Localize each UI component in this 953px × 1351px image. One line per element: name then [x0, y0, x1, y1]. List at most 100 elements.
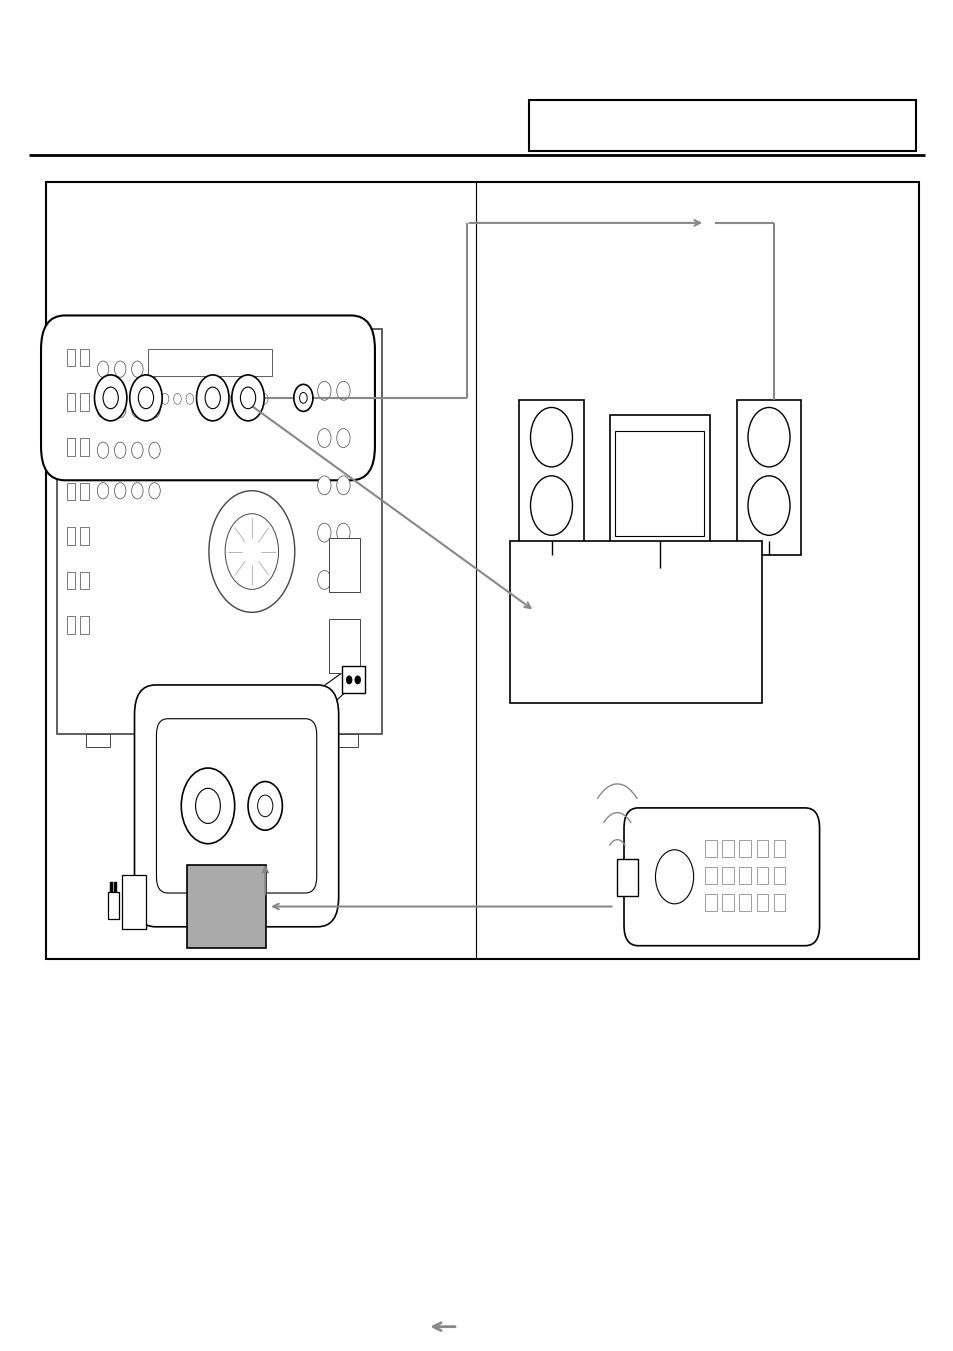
FancyBboxPatch shape — [67, 349, 75, 366]
FancyBboxPatch shape — [122, 875, 146, 929]
Circle shape — [317, 476, 331, 494]
Circle shape — [132, 442, 143, 458]
FancyBboxPatch shape — [518, 400, 583, 555]
FancyBboxPatch shape — [329, 538, 359, 592]
Circle shape — [149, 401, 160, 417]
FancyBboxPatch shape — [721, 840, 733, 858]
Circle shape — [530, 408, 572, 467]
Circle shape — [114, 401, 126, 417]
FancyBboxPatch shape — [67, 571, 75, 589]
FancyBboxPatch shape — [46, 182, 918, 959]
Circle shape — [114, 361, 126, 377]
Circle shape — [205, 388, 220, 408]
Circle shape — [355, 676, 360, 684]
Circle shape — [94, 376, 127, 422]
Circle shape — [747, 476, 789, 535]
FancyBboxPatch shape — [341, 666, 365, 693]
Circle shape — [97, 401, 109, 417]
FancyBboxPatch shape — [80, 571, 89, 589]
FancyBboxPatch shape — [134, 685, 338, 927]
Circle shape — [747, 408, 789, 467]
Circle shape — [149, 393, 156, 404]
Circle shape — [248, 781, 282, 830]
FancyBboxPatch shape — [721, 867, 733, 885]
Circle shape — [114, 442, 126, 458]
FancyBboxPatch shape — [156, 719, 316, 893]
Circle shape — [317, 570, 331, 589]
Circle shape — [240, 388, 255, 408]
FancyBboxPatch shape — [736, 400, 801, 555]
FancyBboxPatch shape — [617, 859, 638, 896]
Circle shape — [232, 376, 264, 422]
Circle shape — [248, 393, 255, 404]
FancyBboxPatch shape — [41, 316, 375, 481]
Circle shape — [97, 361, 109, 377]
FancyBboxPatch shape — [756, 840, 767, 858]
Circle shape — [103, 388, 118, 408]
FancyBboxPatch shape — [80, 616, 89, 634]
Circle shape — [317, 428, 331, 447]
Circle shape — [655, 850, 693, 904]
FancyBboxPatch shape — [615, 431, 703, 535]
Circle shape — [114, 482, 126, 499]
FancyBboxPatch shape — [529, 100, 915, 151]
FancyBboxPatch shape — [704, 867, 716, 885]
Circle shape — [173, 393, 181, 404]
Circle shape — [336, 428, 350, 447]
Circle shape — [317, 381, 331, 400]
Circle shape — [317, 523, 331, 542]
FancyBboxPatch shape — [67, 393, 75, 411]
FancyBboxPatch shape — [57, 328, 381, 734]
Circle shape — [225, 513, 278, 589]
FancyBboxPatch shape — [721, 894, 733, 912]
Circle shape — [294, 385, 313, 411]
FancyBboxPatch shape — [67, 527, 75, 544]
Circle shape — [346, 676, 352, 684]
FancyBboxPatch shape — [773, 867, 784, 885]
FancyBboxPatch shape — [187, 865, 266, 948]
Circle shape — [186, 393, 193, 404]
FancyBboxPatch shape — [623, 808, 819, 946]
FancyBboxPatch shape — [80, 393, 89, 411]
FancyBboxPatch shape — [329, 619, 359, 673]
FancyBboxPatch shape — [623, 543, 695, 567]
FancyBboxPatch shape — [509, 540, 761, 703]
Circle shape — [138, 388, 153, 408]
Circle shape — [132, 482, 143, 499]
FancyBboxPatch shape — [609, 415, 709, 543]
Circle shape — [132, 361, 143, 377]
FancyBboxPatch shape — [148, 349, 272, 376]
Circle shape — [181, 769, 234, 843]
Circle shape — [260, 393, 268, 404]
Circle shape — [161, 393, 169, 404]
Circle shape — [198, 393, 206, 404]
FancyBboxPatch shape — [704, 894, 716, 912]
Circle shape — [132, 401, 143, 417]
FancyBboxPatch shape — [67, 482, 75, 500]
Circle shape — [149, 442, 160, 458]
FancyBboxPatch shape — [80, 438, 89, 455]
FancyBboxPatch shape — [773, 840, 784, 858]
FancyBboxPatch shape — [67, 438, 75, 455]
Circle shape — [130, 376, 162, 422]
FancyBboxPatch shape — [108, 892, 119, 919]
FancyBboxPatch shape — [739, 894, 750, 912]
FancyBboxPatch shape — [80, 527, 89, 544]
FancyBboxPatch shape — [739, 867, 750, 885]
FancyBboxPatch shape — [739, 840, 750, 858]
Circle shape — [97, 482, 109, 499]
Circle shape — [209, 490, 294, 612]
Circle shape — [257, 794, 273, 816]
Circle shape — [223, 393, 231, 404]
Circle shape — [530, 476, 572, 535]
Circle shape — [211, 393, 218, 404]
Circle shape — [235, 393, 243, 404]
FancyBboxPatch shape — [114, 882, 117, 892]
FancyBboxPatch shape — [67, 616, 75, 634]
FancyBboxPatch shape — [773, 894, 784, 912]
Circle shape — [149, 361, 160, 377]
FancyBboxPatch shape — [334, 734, 357, 747]
Circle shape — [195, 789, 220, 824]
Circle shape — [149, 482, 160, 499]
FancyBboxPatch shape — [86, 734, 110, 747]
